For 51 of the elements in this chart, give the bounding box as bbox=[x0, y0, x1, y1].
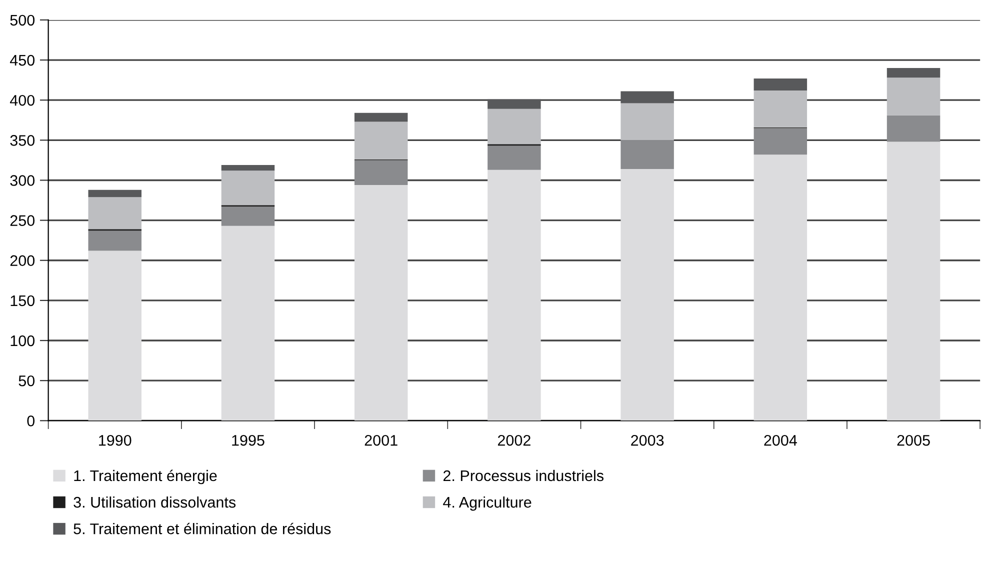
bar bbox=[620, 169, 674, 421]
bar bbox=[354, 185, 408, 421]
legend-label: 5. Traitement et élimination de résidus bbox=[74, 522, 331, 534]
y-tick-label: 100 bbox=[10, 335, 35, 346]
bar bbox=[88, 197, 142, 230]
legend-label: 3. Utilisation dissolvants bbox=[74, 496, 236, 508]
bar bbox=[221, 170, 275, 206]
y-tick-label: 50 bbox=[18, 375, 35, 386]
bar bbox=[88, 190, 142, 198]
bar bbox=[620, 103, 674, 140]
bar bbox=[488, 99, 541, 109]
bar bbox=[221, 165, 275, 171]
x-tick-label: 1990 bbox=[99, 434, 132, 446]
x-tick-label: 2001 bbox=[364, 434, 398, 446]
y-tick-label: 150 bbox=[10, 295, 35, 306]
bar bbox=[354, 112, 408, 122]
x-tick-label: 1995 bbox=[232, 434, 264, 446]
y-tick-label: 400 bbox=[10, 94, 35, 106]
bar bbox=[886, 142, 940, 421]
bar bbox=[754, 128, 808, 155]
x-tick-label: 2004 bbox=[764, 434, 797, 446]
bar bbox=[488, 108, 541, 144]
y-tick-label: 0 bbox=[27, 416, 35, 426]
bar bbox=[488, 170, 541, 421]
y-tick-label: 300 bbox=[10, 175, 35, 186]
bar bbox=[886, 68, 940, 78]
y-tick-label: 250 bbox=[10, 215, 35, 226]
y-tick-label: 500 bbox=[10, 14, 35, 26]
bar bbox=[620, 91, 674, 104]
bar bbox=[754, 78, 808, 90]
legend-label: 2. Processus industriels bbox=[443, 470, 604, 482]
bar bbox=[221, 226, 275, 421]
bar bbox=[754, 154, 808, 421]
x-tick-label: 2002 bbox=[498, 434, 530, 446]
bar bbox=[620, 140, 674, 170]
bar bbox=[88, 230, 142, 251]
bar bbox=[354, 122, 408, 160]
bar bbox=[88, 250, 142, 421]
y-tick-label: 200 bbox=[10, 255, 35, 266]
bar bbox=[488, 146, 541, 170]
bar bbox=[886, 78, 940, 116]
legend-label: 1. Traitement énergie bbox=[74, 470, 217, 484]
x-tick-label: 2003 bbox=[631, 434, 664, 446]
bar bbox=[754, 90, 808, 128]
bar bbox=[354, 160, 408, 186]
x-tick-label: 2005 bbox=[897, 434, 930, 446]
y-tick-label: 350 bbox=[10, 135, 35, 146]
y-tick-label: 450 bbox=[10, 54, 35, 66]
bar bbox=[221, 206, 275, 226]
bar bbox=[886, 115, 940, 142]
legend-label: 4. Agriculture bbox=[443, 496, 532, 511]
